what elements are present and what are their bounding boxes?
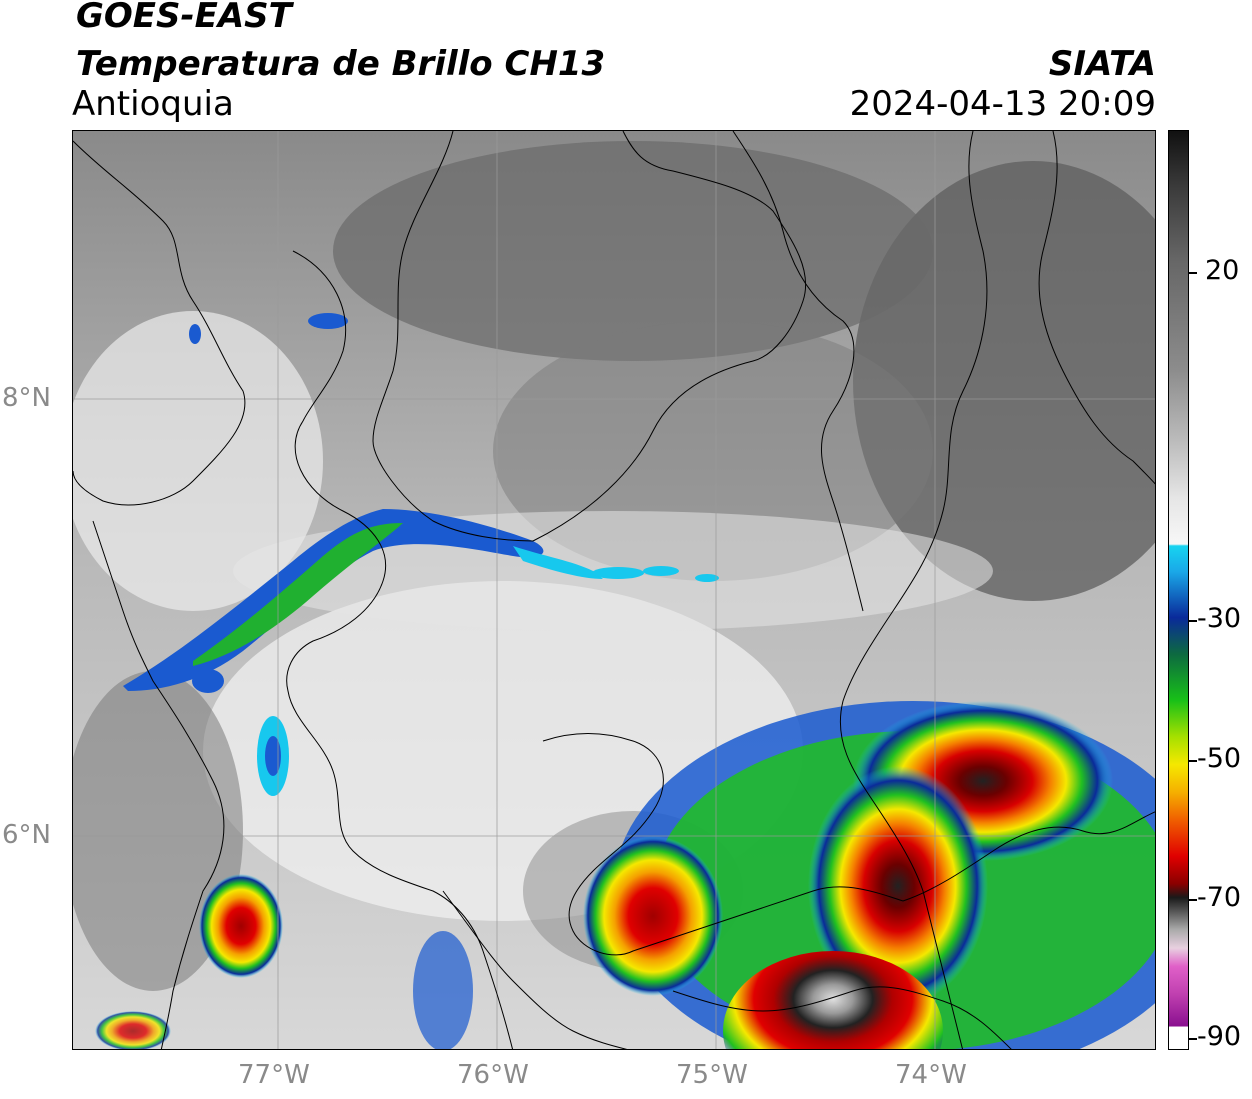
cloud-cell-small-8 xyxy=(265,736,281,776)
lon-tick-label-74: 74°W xyxy=(895,1060,967,1090)
satellite-map[interactable] xyxy=(72,130,1156,1050)
dark-region-southwest xyxy=(73,671,243,991)
department-boundary-north xyxy=(372,131,534,542)
colorbar-label-minus-70: -70 xyxy=(1197,882,1242,913)
boundaries xyxy=(73,131,1155,1049)
colorbar-tick-minus-90 xyxy=(1189,1038,1197,1040)
cloud-cell-small-3 xyxy=(695,574,719,582)
datetime-label: 2024-04-13 20:09 xyxy=(849,84,1156,124)
temperature-colorbar xyxy=(1168,130,1189,1050)
colorbar-label-minus-50: -50 xyxy=(1197,743,1242,774)
lon-tick-label-76: 76°W xyxy=(457,1060,529,1090)
lon-tick-label-75: 75°W xyxy=(676,1060,748,1090)
coastline-gulf xyxy=(73,140,246,506)
storm-cell-south xyxy=(723,951,943,1049)
department-boundary-southwest xyxy=(442,890,628,1049)
storm-cell-southeast xyxy=(808,766,988,1006)
gridlines xyxy=(73,131,1155,1049)
department-boundary-south xyxy=(542,733,904,956)
cloud-band-tail xyxy=(513,546,603,579)
lat-tick-label-8: 8°N xyxy=(2,383,51,413)
department-boundary-center xyxy=(532,131,807,542)
colorbar-tick-20 xyxy=(1189,272,1197,274)
region-label: Antioquia xyxy=(72,84,234,124)
cloud-cell-small-5 xyxy=(189,324,201,344)
lon-tick-label-77: 77°W xyxy=(238,1060,310,1090)
storm-cell-center xyxy=(583,836,723,996)
department-boundary-southeast xyxy=(1038,131,1155,485)
dark-region-northeast xyxy=(853,161,1155,601)
cloud-cell-small-4 xyxy=(308,313,348,329)
lat-tick-label-6: 6°N xyxy=(2,820,51,850)
coastline-west xyxy=(92,520,225,1049)
cloud-cell-small-6 xyxy=(192,669,224,693)
river-magdalena xyxy=(839,131,988,1049)
colorbar-tick-minus-50 xyxy=(1189,760,1197,762)
storm-cell-west xyxy=(199,874,283,978)
colorbar-label-minus-90: -90 xyxy=(1197,1021,1242,1052)
product-title: Temperatura de Brillo CH13 xyxy=(76,44,606,84)
colorbar-tick-minus-70 xyxy=(1189,899,1197,901)
colorbar-label-minus-30: -30 xyxy=(1197,603,1242,634)
department-boundary-east xyxy=(732,131,864,612)
colorbar-label-20: 20 xyxy=(1205,255,1240,286)
department-boundary-lower xyxy=(672,986,1012,1049)
cloud-band-core xyxy=(193,523,403,666)
cloud-cell-small-1 xyxy=(592,567,644,579)
light-region-west xyxy=(73,311,323,611)
department-boundary-northwest xyxy=(286,250,514,1049)
cloud-cell-south-band xyxy=(413,931,473,1049)
colorbar-tick-minus-30 xyxy=(1189,620,1197,622)
department-boundary-far-east xyxy=(902,811,1155,902)
satellite-title: GOES-EAST xyxy=(76,0,292,36)
storm-cell-southwest-small xyxy=(95,1011,171,1049)
agency-label: SIATA xyxy=(1048,44,1156,84)
dark-region-north xyxy=(333,141,933,361)
cloud-cell-small-2 xyxy=(643,566,679,576)
